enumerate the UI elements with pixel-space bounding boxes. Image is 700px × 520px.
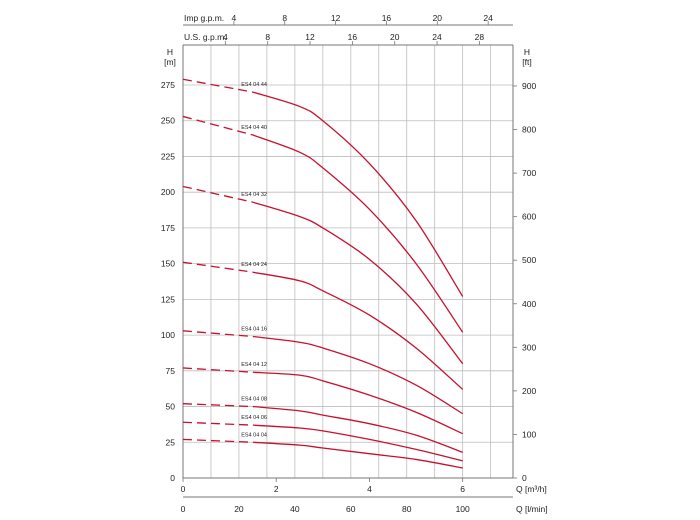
series-label: ES4 04 12 [241, 362, 267, 368]
us-tick-label: 20 [390, 32, 400, 42]
lmin-tick-label: 0 [181, 504, 186, 514]
left-axis-title: H [167, 47, 173, 57]
right-tick-label: 900 [522, 81, 536, 91]
series-label: ES4 04 32 [241, 192, 267, 198]
left-tick-label: 275 [161, 80, 175, 90]
right-tick-label: 200 [522, 386, 536, 396]
grid-lines [183, 45, 513, 479]
series-dashed-line [182, 403, 253, 408]
series-label: ES4 04 44 [241, 82, 267, 88]
right-tick-label: 500 [522, 255, 536, 265]
right-tick-label: 600 [522, 212, 536, 222]
series-line [252, 441, 463, 469]
series-line [252, 405, 463, 453]
us-gpm-label: U.S. g.p.m. [184, 32, 227, 42]
left-tick-label: 75 [166, 366, 176, 376]
imp-tick-label: 12 [331, 13, 341, 23]
series-line [252, 335, 464, 415]
imp-tick-label: 4 [231, 13, 236, 23]
right-tick-label: 0 [522, 473, 527, 483]
series-line [252, 91, 464, 297]
series-dashed-line [182, 78, 254, 93]
series-line [252, 371, 463, 435]
right-tick-label: 100 [522, 429, 536, 439]
left-tick-label: 150 [161, 259, 175, 269]
series-dashed-line [182, 330, 253, 338]
left-tick-label: 175 [161, 223, 175, 233]
series-label: ES4 04 40 [241, 125, 267, 131]
us-tick-label: 28 [475, 32, 485, 42]
series-label: ES4 04 06 [241, 415, 267, 421]
series-line [252, 134, 464, 333]
lmin-tick-label: 80 [402, 504, 412, 514]
left-tick-label: 125 [161, 294, 175, 304]
series-label: ES4 04 16 [241, 327, 267, 333]
left-tick-label: 225 [161, 151, 175, 161]
series-label: ES4 04 04 [241, 432, 267, 438]
series-label: ES4 04 24 [241, 262, 267, 268]
us-tick-label: 12 [305, 32, 315, 42]
lmin-tick-label: 40 [290, 504, 300, 514]
right-tick-label: 800 [522, 125, 536, 135]
lmin-tick-label: 100 [456, 504, 470, 514]
lmin-tick-label: 20 [234, 504, 244, 514]
m3h-tick-label: 2 [274, 484, 279, 494]
series-dashed-line [182, 367, 253, 373]
left-tick-label: 100 [161, 330, 175, 340]
right-tick-label: 700 [522, 168, 536, 178]
right-axis-unit: [ft] [522, 57, 531, 67]
series-label: ES4 04 08 [241, 397, 267, 403]
left-tick-label: 250 [161, 116, 175, 126]
left-tick-label: 0 [170, 473, 175, 483]
m3h-tick-label: 0 [181, 484, 186, 494]
right-tick-label: 400 [522, 299, 536, 309]
lmin-axis-label: Q [l/min] [516, 504, 548, 514]
series-line [252, 271, 464, 390]
series-dashed-line [182, 421, 253, 426]
left-tick-label: 200 [161, 187, 175, 197]
series-dashed-line [182, 261, 254, 273]
right-tick-label: 300 [522, 342, 536, 352]
m3h-tick-label: 4 [367, 484, 372, 494]
m3h-tick-label: 6 [460, 484, 465, 494]
series-dashed-line [182, 115, 254, 136]
lmin-tick-label: 60 [346, 504, 356, 514]
series-line [252, 201, 464, 365]
series-dashed-line [182, 185, 254, 203]
imp-tick-label: 8 [282, 13, 287, 23]
imp-tick-label: 20 [433, 13, 443, 23]
imp-gpm-label: Imp g.p.m. [184, 13, 224, 23]
left-axis-unit: [m] [164, 57, 176, 67]
left-tick-label: 25 [166, 437, 176, 447]
series-dashed-line [182, 438, 253, 443]
imp-tick-label: 16 [382, 13, 392, 23]
curves [182, 78, 464, 469]
left-tick-label: 50 [166, 402, 176, 412]
series-line [252, 424, 463, 462]
right-axis-title: H [524, 47, 530, 57]
us-tick-label: 16 [348, 32, 358, 42]
us-tick-label: 4 [223, 32, 228, 42]
m3h-axis-label: Q [m³/h] [516, 484, 547, 494]
imp-tick-label: 24 [483, 13, 493, 23]
us-tick-label: 24 [432, 32, 442, 42]
us-tick-label: 8 [265, 32, 270, 42]
